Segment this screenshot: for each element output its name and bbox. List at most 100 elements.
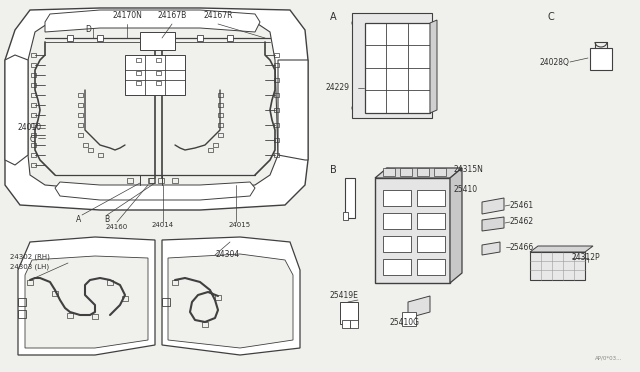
- Polygon shape: [5, 8, 308, 210]
- Bar: [125, 55, 185, 95]
- Text: 24028Q: 24028Q: [540, 58, 570, 67]
- Bar: [274, 78, 279, 82]
- Bar: [365, 23, 430, 113]
- Bar: [383, 190, 411, 206]
- Text: AP/0*03...: AP/0*03...: [595, 355, 622, 360]
- Bar: [417, 236, 445, 252]
- Bar: [383, 168, 395, 176]
- Bar: [52, 291, 58, 296]
- Polygon shape: [55, 182, 255, 200]
- Polygon shape: [162, 237, 300, 355]
- Polygon shape: [482, 217, 504, 231]
- Bar: [92, 314, 98, 319]
- Text: 2: 2: [440, 201, 444, 205]
- Text: 24312P: 24312P: [572, 253, 600, 263]
- Polygon shape: [482, 198, 504, 214]
- Bar: [31, 113, 36, 117]
- Bar: [78, 103, 83, 107]
- Bar: [530, 252, 585, 280]
- Text: 24229: 24229: [325, 83, 349, 93]
- Bar: [122, 296, 128, 301]
- Bar: [208, 148, 213, 152]
- Bar: [31, 73, 36, 77]
- Bar: [350, 320, 358, 328]
- Bar: [342, 320, 350, 328]
- Bar: [78, 93, 83, 97]
- Bar: [274, 63, 279, 67]
- Bar: [136, 81, 141, 85]
- Bar: [215, 295, 221, 300]
- Polygon shape: [408, 296, 430, 318]
- Bar: [140, 32, 175, 50]
- Text: 25419E: 25419E: [330, 291, 359, 300]
- Text: 25466: 25466: [510, 243, 534, 251]
- Bar: [172, 178, 178, 183]
- Bar: [218, 123, 223, 127]
- Bar: [148, 178, 154, 183]
- Polygon shape: [28, 20, 278, 190]
- Text: 24315N: 24315N: [454, 166, 484, 174]
- Bar: [136, 71, 141, 75]
- Text: 24304: 24304: [215, 250, 239, 259]
- Bar: [31, 123, 36, 127]
- Bar: [383, 213, 411, 229]
- Bar: [78, 133, 83, 137]
- Polygon shape: [18, 237, 155, 355]
- Bar: [88, 148, 93, 152]
- Bar: [218, 113, 223, 117]
- Text: 25410: 25410: [454, 186, 478, 195]
- Polygon shape: [5, 55, 28, 165]
- Bar: [31, 63, 36, 67]
- Bar: [31, 83, 36, 87]
- Bar: [158, 178, 164, 183]
- Bar: [375, 178, 450, 283]
- Bar: [31, 103, 36, 107]
- Text: 24302 (RH): 24302 (RH): [10, 253, 50, 260]
- Bar: [434, 168, 446, 176]
- Text: C: C: [548, 12, 555, 22]
- Polygon shape: [278, 60, 308, 160]
- Text: B: B: [104, 215, 109, 224]
- Bar: [213, 143, 218, 147]
- Bar: [417, 168, 429, 176]
- Polygon shape: [25, 256, 148, 348]
- Bar: [218, 93, 223, 97]
- Bar: [417, 213, 445, 229]
- Bar: [18, 310, 26, 318]
- Bar: [78, 123, 83, 127]
- Polygon shape: [375, 168, 462, 178]
- Bar: [31, 53, 36, 57]
- Bar: [227, 35, 233, 41]
- Bar: [340, 302, 358, 324]
- Text: 24167R: 24167R: [204, 11, 233, 20]
- Bar: [400, 168, 412, 176]
- Bar: [274, 53, 279, 57]
- Bar: [27, 280, 33, 285]
- Text: 24167B: 24167B: [157, 11, 187, 20]
- Bar: [274, 138, 279, 142]
- Text: C: C: [30, 135, 35, 144]
- Bar: [202, 322, 208, 327]
- Bar: [162, 298, 170, 306]
- Polygon shape: [352, 13, 432, 118]
- Bar: [149, 178, 155, 183]
- Bar: [107, 280, 113, 285]
- Bar: [343, 212, 348, 220]
- Bar: [156, 58, 161, 62]
- Bar: [402, 312, 416, 326]
- Polygon shape: [168, 254, 293, 348]
- Text: B: B: [330, 165, 337, 175]
- Text: 25462: 25462: [510, 218, 534, 227]
- Bar: [31, 163, 36, 167]
- Text: 3: 3: [440, 235, 444, 241]
- Bar: [197, 35, 203, 41]
- Bar: [156, 81, 161, 85]
- Bar: [218, 133, 223, 137]
- Text: 24014: 24014: [152, 222, 174, 228]
- Polygon shape: [482, 242, 500, 255]
- Bar: [83, 143, 88, 147]
- Bar: [67, 35, 73, 41]
- Text: A: A: [330, 12, 337, 22]
- Polygon shape: [450, 168, 462, 283]
- Bar: [136, 58, 141, 62]
